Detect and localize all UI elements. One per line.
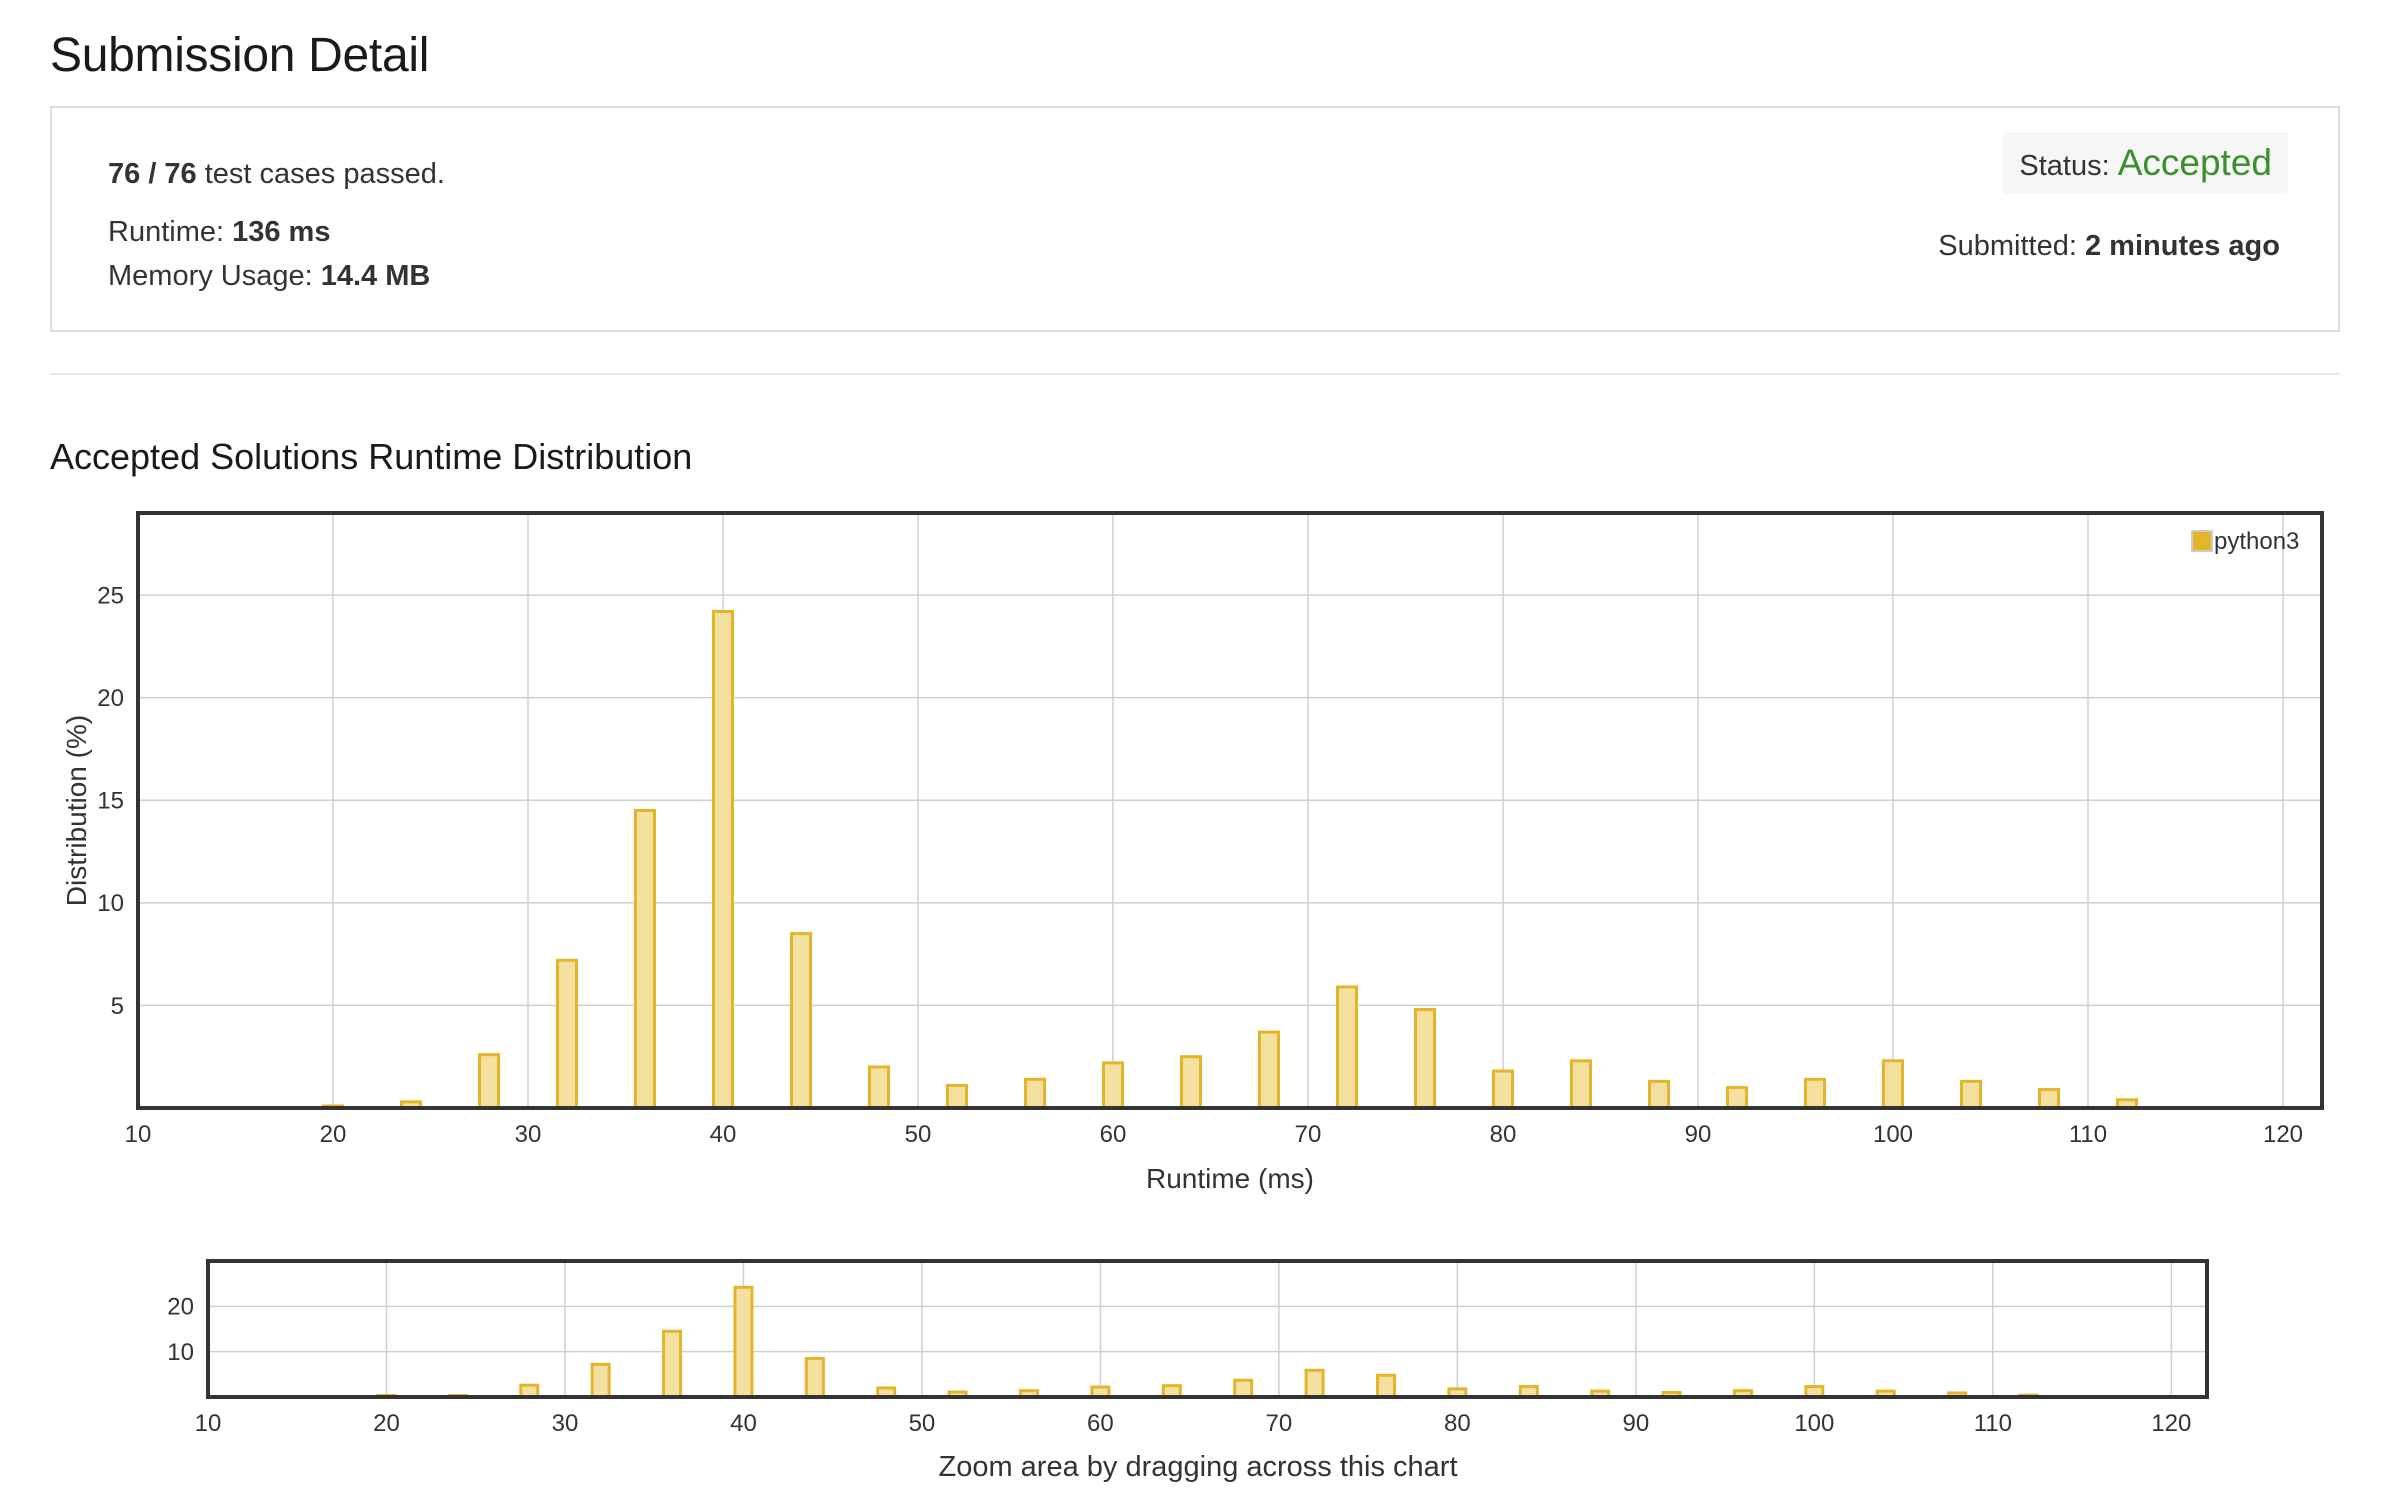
memory-label: Memory Usage: bbox=[108, 260, 313, 292]
main-y-tick-label: 25 bbox=[97, 582, 124, 609]
main-bar bbox=[634, 809, 656, 1110]
main-x-tick-label: 90 bbox=[1685, 1121, 1712, 1148]
submitted-row: Submitted: 2 minutes ago bbox=[1938, 230, 2280, 263]
main-y-axis-label: Distribution (%) bbox=[61, 715, 92, 906]
main-y-tick-label: 10 bbox=[97, 890, 124, 917]
nav-x-tick-label: 70 bbox=[1266, 1410, 1293, 1437]
page-title: Submission Detail bbox=[50, 29, 430, 82]
main-bar bbox=[790, 932, 812, 1110]
main-y-tick-label: 5 bbox=[111, 993, 124, 1020]
main-y-tick-label: 15 bbox=[97, 788, 124, 815]
main-x-tick-label: 30 bbox=[515, 1121, 542, 1148]
nav-x-tick-label: 10 bbox=[195, 1410, 222, 1437]
main-bar bbox=[712, 609, 734, 1110]
main-bar bbox=[1648, 1079, 1670, 1110]
submission-stats: 76 / 76 test cases passed. Runtime: 136 … bbox=[108, 152, 445, 298]
main-bar bbox=[1336, 985, 1358, 1110]
nav-bar bbox=[804, 1356, 825, 1399]
passed-suffix: test cases passed. bbox=[204, 158, 445, 190]
main-bar bbox=[1414, 1008, 1436, 1110]
main-x-tick-label: 40 bbox=[710, 1121, 737, 1148]
nav-bar bbox=[733, 1285, 754, 1399]
main-bar bbox=[2038, 1088, 2060, 1110]
nav-x-tick-label: 20 bbox=[373, 1410, 400, 1437]
nav-plot-frame bbox=[206, 1259, 2209, 1399]
nav-x-axis-label: Zoom area by dragging across this chart bbox=[938, 1451, 1457, 1483]
nav-x-tick-label: 50 bbox=[909, 1410, 936, 1437]
main-x-tick-label: 10 bbox=[125, 1121, 152, 1148]
status-badge: Status: Accepted bbox=[2003, 132, 2288, 194]
nav-x-tick-label: 110 bbox=[1974, 1410, 2012, 1437]
main-legend-label: python3 bbox=[2214, 528, 2299, 555]
main-bar bbox=[946, 1083, 968, 1110]
runtime-distribution-chart: 10 20 30 40 50 60 70 80 90 100 110 120 5 10 15 20 25 Runt… bbox=[61, 511, 2324, 1194]
nav-bar bbox=[662, 1329, 683, 1399]
main-bar bbox=[1882, 1059, 1904, 1110]
nav-x-tick-label: 100 bbox=[1794, 1410, 1834, 1437]
main-bar bbox=[1258, 1030, 1280, 1110]
main-bar bbox=[1024, 1077, 1046, 1110]
section-title: Accepted Solutions Runtime Distribution bbox=[50, 436, 693, 477]
main-bar bbox=[1180, 1055, 1202, 1110]
status-label: Status: bbox=[2019, 150, 2110, 182]
nav-x-tick-label: 60 bbox=[1087, 1410, 1114, 1437]
main-x-tick-label: 110 bbox=[2069, 1121, 2107, 1148]
main-x-axis-label: Runtime (ms) bbox=[1146, 1163, 1314, 1194]
nav-x-tick-label: 30 bbox=[552, 1410, 579, 1437]
nav-x-tick-label: 120 bbox=[2151, 1410, 2191, 1437]
section-divider bbox=[50, 373, 2340, 375]
main-plot-frame bbox=[136, 511, 2324, 1110]
main-legend-swatch bbox=[2191, 530, 2213, 552]
main-x-tick-label: 70 bbox=[1295, 1121, 1322, 1148]
nav-x-tick-label: 90 bbox=[1623, 1410, 1650, 1437]
memory-row: Memory Usage: 14.4 MB bbox=[108, 254, 445, 298]
submitted-value: 2 minutes ago bbox=[2085, 230, 2280, 262]
memory-value: 14.4 MB bbox=[320, 260, 431, 292]
nav-bar bbox=[1233, 1378, 1254, 1399]
main-bar bbox=[1102, 1061, 1124, 1110]
nav-bar bbox=[1375, 1373, 1396, 1399]
main-y-tick-label: 20 bbox=[97, 685, 124, 712]
main-bar bbox=[1726, 1085, 1748, 1110]
test-cases-row: 76 / 76 test cases passed. bbox=[108, 152, 445, 196]
main-bar bbox=[1492, 1069, 1514, 1110]
main-x-tick-label: 100 bbox=[1873, 1121, 1913, 1148]
passed-count: 76 / 76 bbox=[108, 158, 197, 190]
main-x-tick-label: 20 bbox=[320, 1121, 347, 1148]
submitted-label: Submitted: bbox=[1938, 230, 2077, 262]
main-x-tick-label: 60 bbox=[1100, 1121, 1127, 1148]
runtime-row: Runtime: 136 ms bbox=[108, 210, 445, 254]
main-bar bbox=[478, 1053, 500, 1110]
nav-bar bbox=[590, 1362, 611, 1399]
main-x-tick-label: 120 bbox=[2263, 1121, 2303, 1148]
nav-x-tick-label: 40 bbox=[730, 1410, 757, 1437]
runtime-value: 136 ms bbox=[232, 216, 331, 248]
nav-y-tick-label: 10 bbox=[167, 1339, 194, 1366]
submission-summary-panel: 76 / 76 test cases passed. Runtime: 136 … bbox=[50, 106, 2340, 332]
status-value: Accepted bbox=[2117, 142, 2272, 183]
main-bar bbox=[1804, 1077, 1826, 1110]
main-x-tick-label: 80 bbox=[1490, 1121, 1517, 1148]
runtime-label: Runtime: bbox=[108, 216, 225, 248]
main-bar bbox=[1960, 1079, 1982, 1110]
nav-bar bbox=[1304, 1368, 1325, 1399]
nav-y-tick-label: 20 bbox=[167, 1294, 194, 1321]
nav-x-tick-label: 80 bbox=[1444, 1410, 1471, 1437]
main-x-tick-label: 50 bbox=[905, 1121, 932, 1148]
main-bar bbox=[556, 958, 578, 1110]
main-bar bbox=[868, 1065, 890, 1110]
main-bar bbox=[1570, 1059, 1592, 1110]
zoom-navigator-chart[interactable]: 10 20 30 40 50 60 70 80 90 100 110 120 10 20 Zoom area… bbox=[167, 1259, 2209, 1483]
